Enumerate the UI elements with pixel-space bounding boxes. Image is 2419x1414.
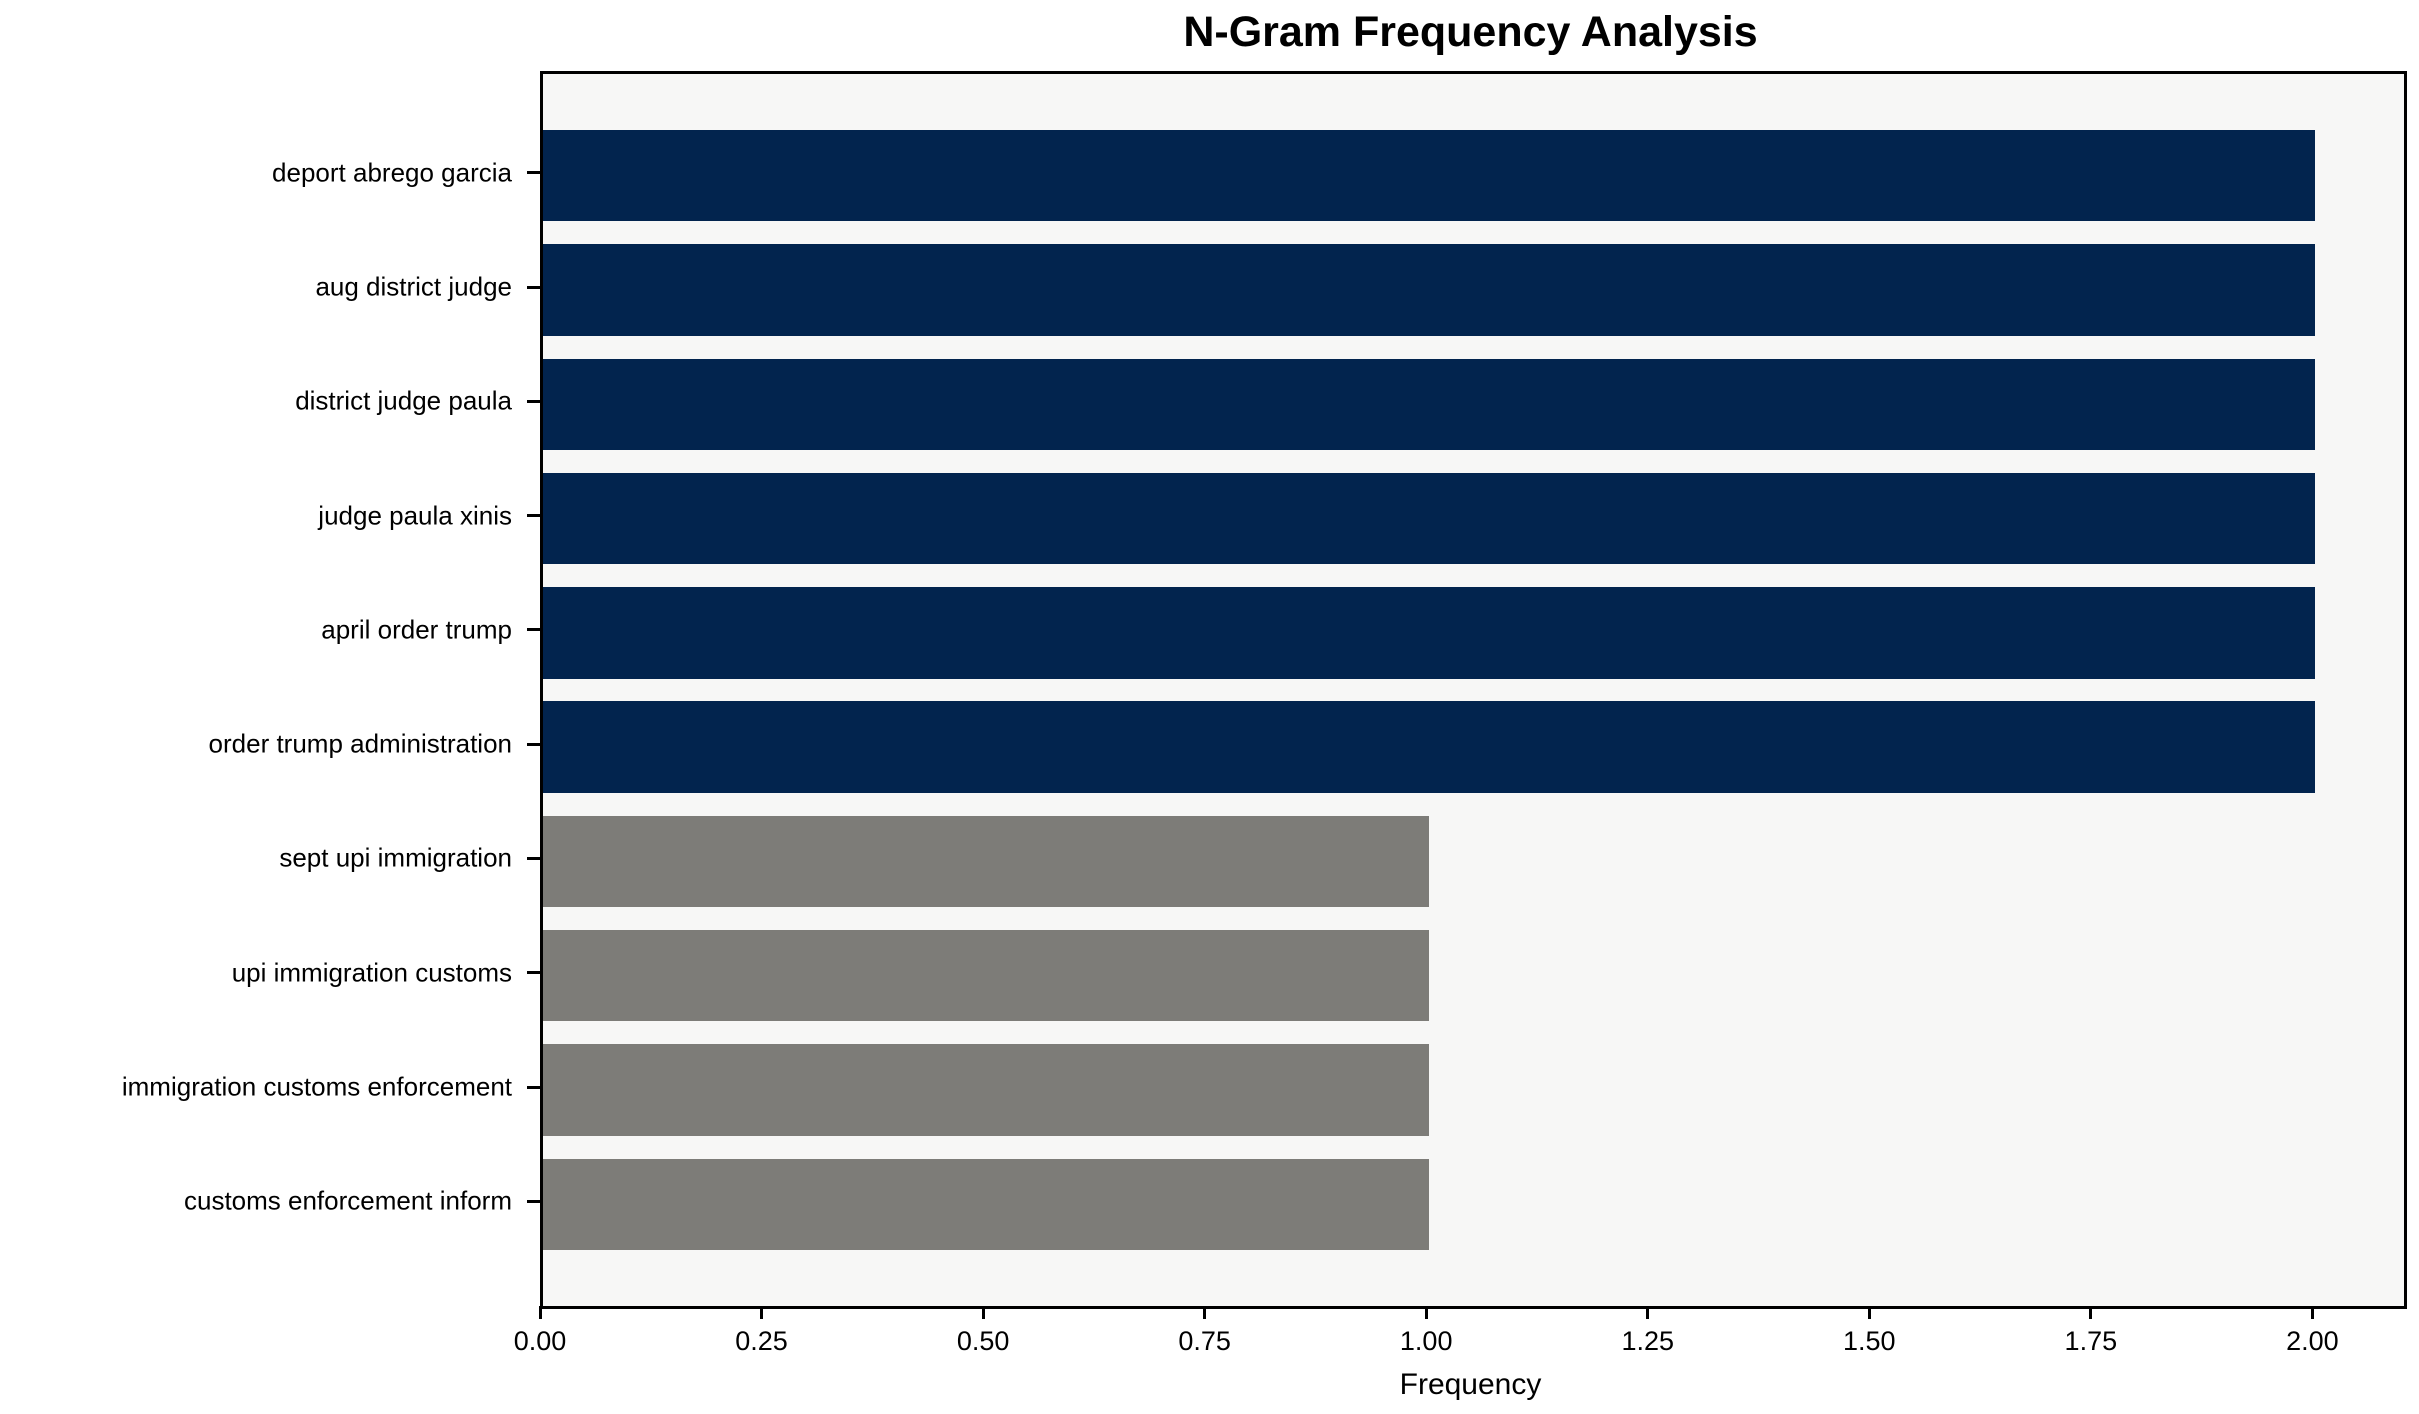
y-tick-label: deport abrego garcia [272,157,512,188]
y-tick-mark [527,628,540,632]
x-tick-mark [1203,1306,1207,1319]
y-tick-mark [527,1199,540,1203]
x-tick-label: 1.75 [2064,1326,2118,1356]
x-tick-label: 1.00 [1399,1326,1453,1356]
y-tick-label: aug district judge [315,271,512,302]
y-tick-label: sept upi immigration [279,842,512,873]
y-tick-mark [527,514,540,518]
x-tick-mark [981,1306,985,1319]
x-tick-mark [2310,1306,2314,1319]
y-tick-mark [527,399,540,403]
bar [543,587,2316,679]
x-axis-label: Frequency [1399,1368,1542,1401]
x-tick-label: 0.50 [956,1326,1010,1356]
y-tick-label: judge paula xinis [318,500,512,531]
x-tick-mark [760,1306,764,1319]
x-tick-label: 1.50 [1843,1326,1896,1356]
y-tick-mark [527,285,540,289]
y-tick-mark [527,971,540,975]
bar [543,701,2316,793]
bar [543,1158,1430,1250]
y-tick-label: district judge paula [295,385,512,416]
bar [543,130,2316,222]
y-tick-mark [527,1085,540,1089]
y-tick-label: customs enforcement inform [183,1185,512,1216]
x-tick-label: 0.75 [1178,1326,1231,1356]
bar [543,244,2316,336]
y-tick-label: april order trump [321,614,512,645]
x-tick-label: 0.25 [735,1326,788,1356]
x-tick-mark [538,1306,542,1319]
x-tick-mark [2089,1306,2093,1319]
y-tick-mark [527,171,540,175]
y-tick-mark [527,742,540,746]
x-tick-label: 2.00 [2286,1326,2339,1356]
x-tick-label: 0.00 [513,1326,567,1356]
bar [543,1044,1430,1136]
x-tick-mark [1646,1306,1650,1319]
bar [543,358,2316,450]
y-tick-label: order trump administration [208,728,512,759]
bar [543,930,1430,1022]
y-tick-mark [527,856,540,860]
x-tick-mark [1867,1306,1871,1319]
x-tick-label: 1.25 [1621,1326,1675,1356]
bar [543,472,2316,565]
bar [543,815,1430,908]
plot-area [540,71,2407,1309]
chart-title: N-Gram Frequency Analysis [1183,8,1758,56]
y-tick-label: upi immigration customs [231,957,512,988]
y-tick-label: immigration customs enforcement [121,1071,512,1102]
x-tick-mark [1424,1306,1428,1319]
